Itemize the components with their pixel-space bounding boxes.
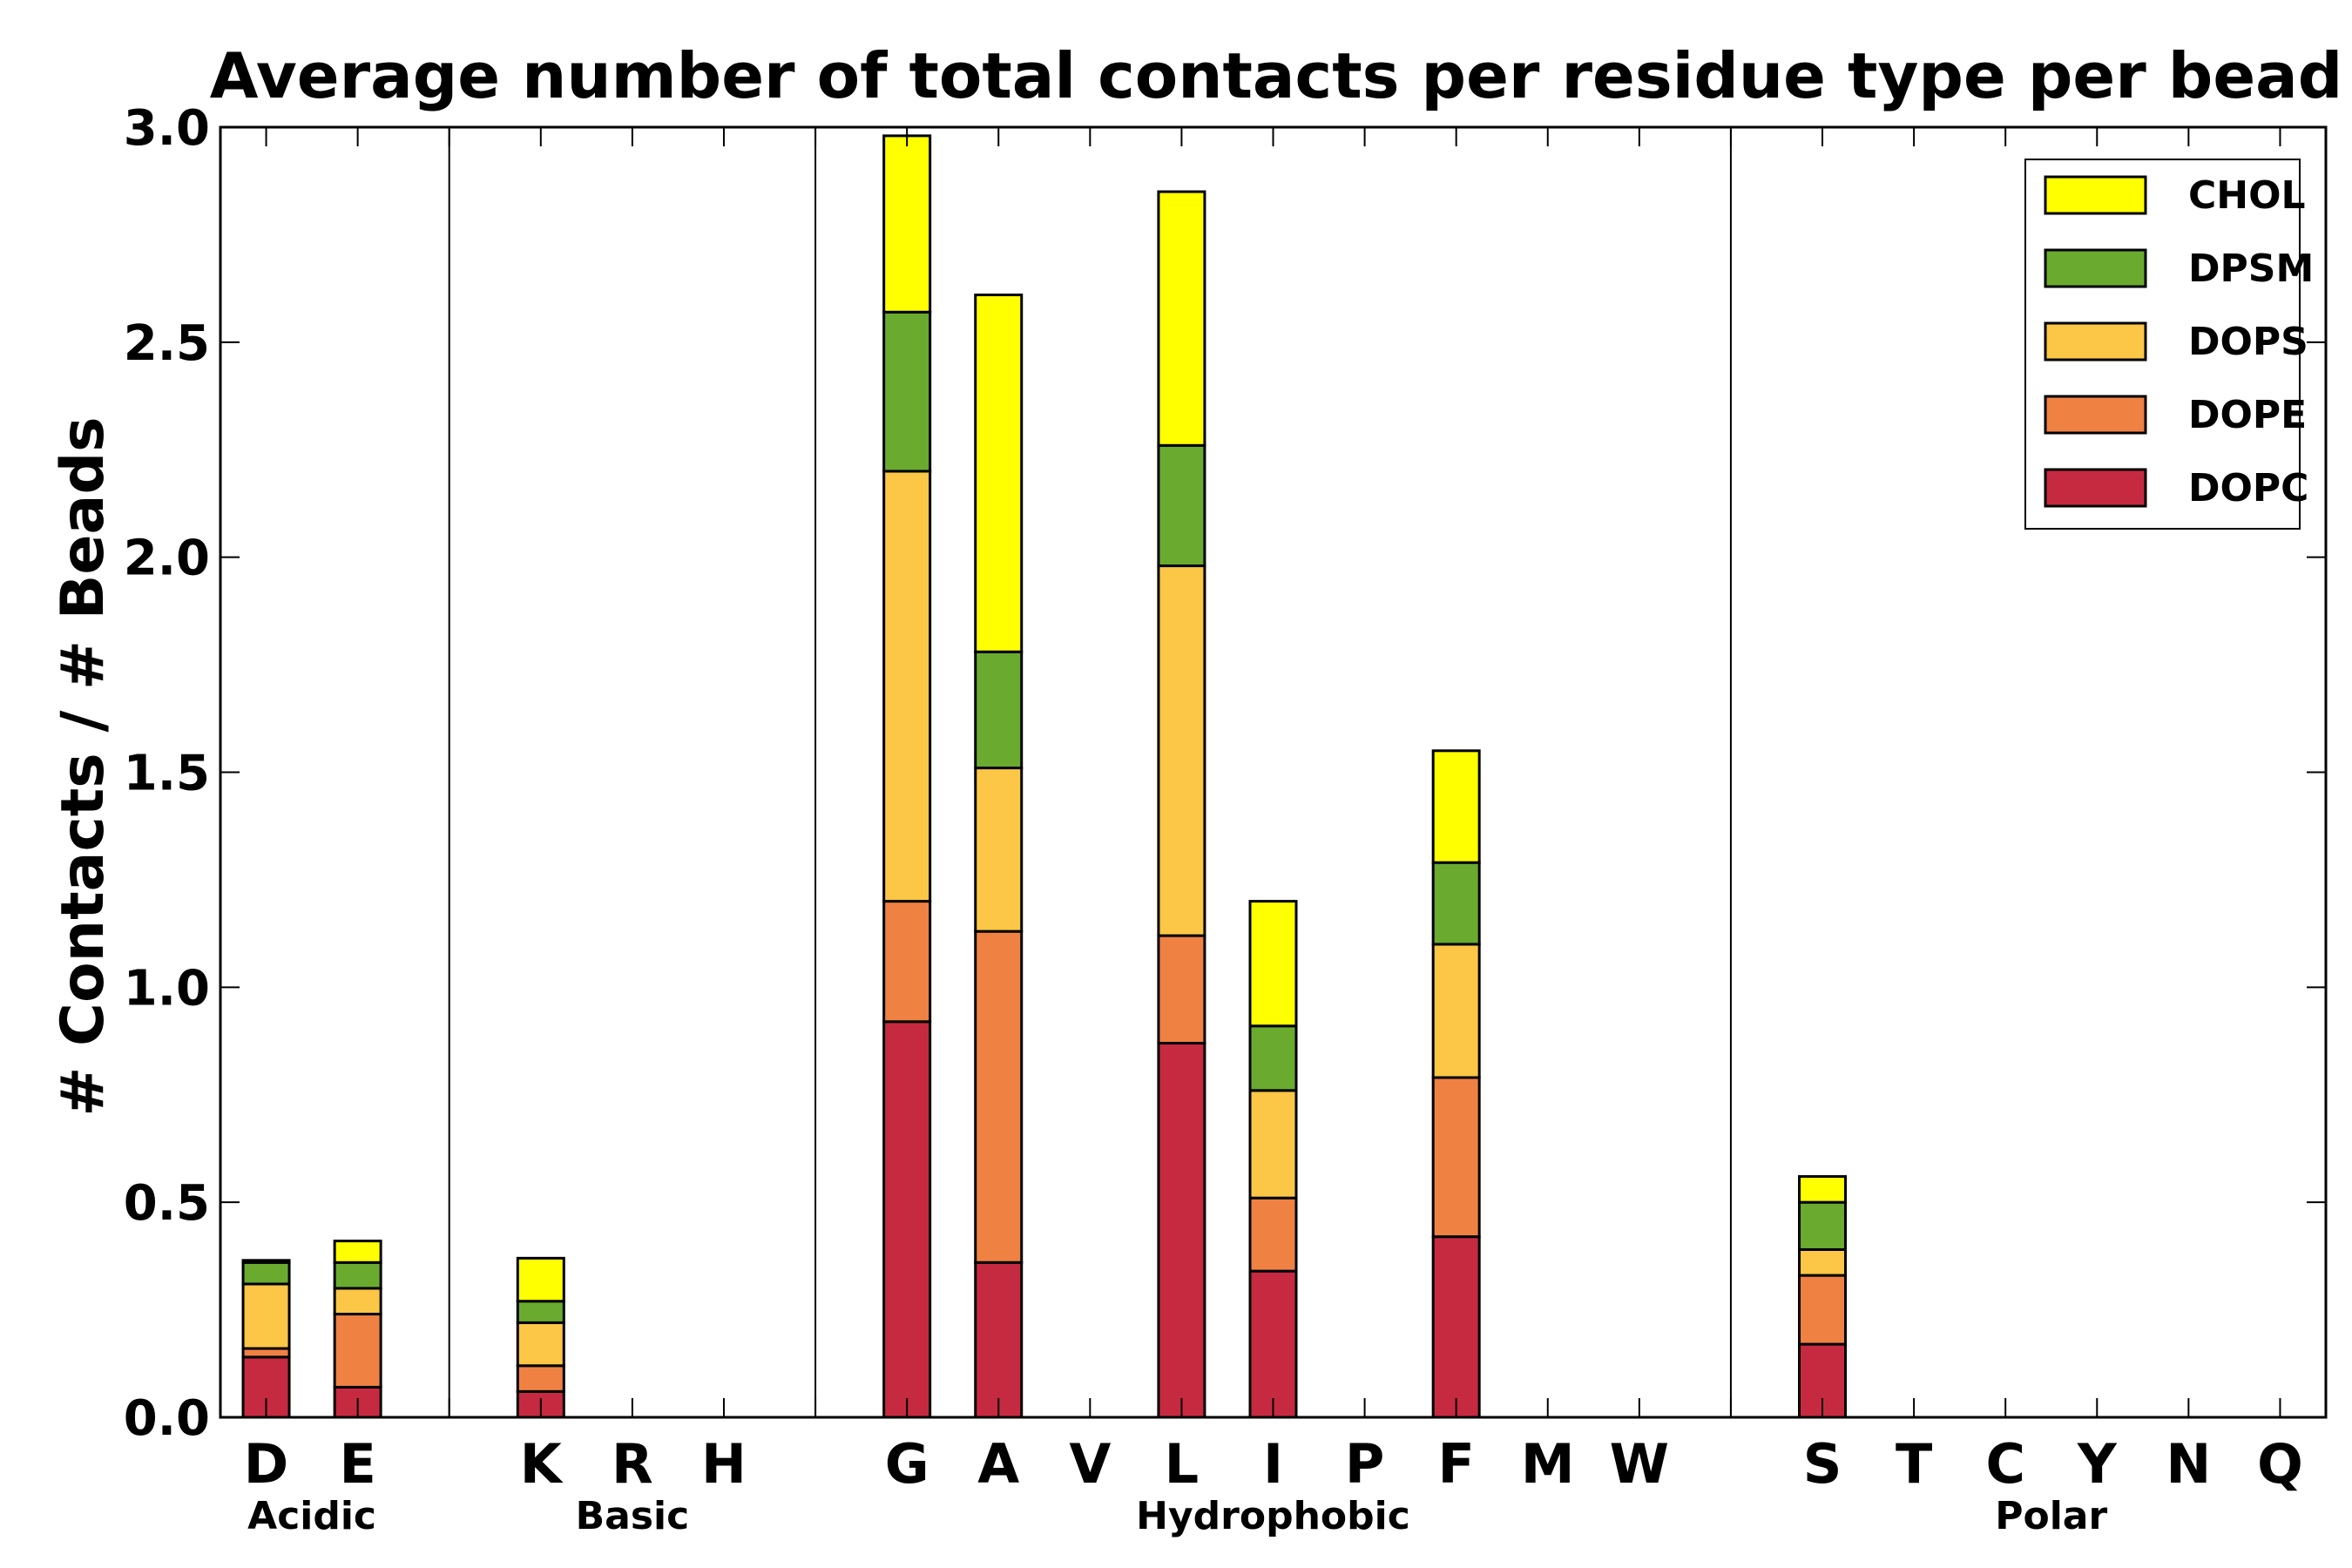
bars bbox=[241, 134, 1848, 1419]
x-tick-label-n: N bbox=[2166, 1432, 2211, 1496]
bar-f-dops bbox=[1431, 943, 1481, 1079]
bar-i-dopc bbox=[1248, 1269, 1298, 1419]
bar-k-chol bbox=[516, 1256, 565, 1303]
x-tick-label-t: T bbox=[1896, 1432, 1932, 1496]
bar-f-chol bbox=[1431, 749, 1481, 864]
bar-f-dopc bbox=[1431, 1235, 1481, 1419]
legend-swatch-dops bbox=[2044, 321, 2147, 362]
bar-s-chol bbox=[1798, 1175, 1848, 1204]
y-axis-label: # Contacts / # Beads bbox=[49, 416, 118, 1116]
bar-g-chol bbox=[882, 134, 932, 314]
legend-swatch-dope bbox=[2044, 395, 2147, 435]
legend-label-dpsm: DPSM bbox=[2188, 247, 2314, 291]
bar-g-dops bbox=[882, 470, 932, 903]
bar-l-dope bbox=[1157, 934, 1206, 1045]
bar-a-dops bbox=[974, 767, 1024, 933]
bar-k-dops bbox=[516, 1321, 565, 1368]
x-tick-label-e: E bbox=[339, 1432, 375, 1496]
x-tick-label-k: K bbox=[520, 1432, 564, 1496]
group-separators bbox=[448, 127, 1732, 1417]
bar-k-dpsm bbox=[516, 1300, 565, 1324]
bar-g-dpsm bbox=[882, 310, 932, 473]
bar-k-dope bbox=[516, 1364, 565, 1393]
bar-e-dpsm bbox=[333, 1260, 382, 1290]
legend-swatch-dopc bbox=[2044, 468, 2147, 508]
bar-a-chol bbox=[974, 294, 1024, 653]
bar-a-dope bbox=[974, 929, 1024, 1264]
bar-s-dope bbox=[1798, 1274, 1848, 1346]
bar-g-dopc bbox=[882, 1020, 932, 1419]
x-tick-label-c: C bbox=[1985, 1432, 2025, 1496]
x-tick-label-s: S bbox=[1803, 1432, 1842, 1496]
y-tick-label: 2.5 bbox=[124, 315, 210, 372]
group-label-basic: Basic bbox=[576, 1494, 690, 1538]
legend-label-dops: DOPS bbox=[2188, 320, 2308, 364]
y-tick-label: 1.0 bbox=[124, 960, 210, 1017]
bar-l-dpsm bbox=[1157, 443, 1206, 568]
x-tick-label-r: R bbox=[612, 1432, 653, 1496]
bar-a-dopc bbox=[974, 1260, 1024, 1419]
group-label-polar: Polar bbox=[1995, 1494, 2107, 1538]
bar-e-chol bbox=[333, 1240, 382, 1264]
legend: CHOL DPSM DOPS DOPE DOPC bbox=[2024, 159, 2314, 530]
bar-e-dope bbox=[333, 1313, 382, 1389]
legend-label-chol: CHOL bbox=[2188, 173, 2306, 218]
bar-d-chol bbox=[241, 1259, 291, 1264]
bar-e-dops bbox=[333, 1287, 382, 1316]
x-tick-label-l: L bbox=[1165, 1432, 1200, 1496]
y-tick-label: 0.5 bbox=[124, 1175, 210, 1232]
bar-f-dpsm bbox=[1431, 861, 1481, 946]
axes: 0.0 0.5 1.0 1.5 2.0 2.5 3.0 bbox=[124, 100, 2328, 1447]
group-labels: Acidic Basic Hydrophobic Polar bbox=[247, 1494, 2107, 1538]
bar-a-dpsm bbox=[974, 650, 1024, 770]
y-tick-label: 0.0 bbox=[124, 1390, 210, 1447]
group-label-acidic: Acidic bbox=[247, 1494, 376, 1538]
bar-i-dope bbox=[1248, 1196, 1298, 1273]
legend-swatch-chol bbox=[2044, 175, 2147, 215]
bar-s-dpsm bbox=[1798, 1200, 1848, 1251]
x-tick-label-p: P bbox=[1345, 1432, 1384, 1496]
bar-i-chol bbox=[1248, 900, 1298, 1028]
bar-g-dope bbox=[882, 900, 932, 1024]
bar-s-dops bbox=[1798, 1247, 1848, 1277]
x-tick-label-f: F bbox=[1437, 1432, 1474, 1496]
y-tick-label: 2.0 bbox=[124, 531, 210, 587]
legend-label-dopc: DOPC bbox=[2188, 466, 2308, 510]
bar-i-dpsm bbox=[1248, 1024, 1298, 1092]
x-tick-label-i: I bbox=[1263, 1432, 1283, 1496]
y-tick-label: 1.5 bbox=[124, 746, 210, 802]
bar-i-dops bbox=[1248, 1089, 1298, 1200]
x-tick-label-a: A bbox=[977, 1432, 1019, 1496]
bar-f-dope bbox=[1431, 1076, 1481, 1239]
legend-swatch-dpsm bbox=[2044, 248, 2147, 288]
x-tick-label-m: M bbox=[1521, 1432, 1575, 1496]
group-label-hydrophobic: Hydrophobic bbox=[1136, 1494, 1410, 1538]
bar-d-dops bbox=[241, 1282, 291, 1350]
bar-l-dops bbox=[1157, 564, 1206, 937]
bar-l-chol bbox=[1157, 190, 1206, 447]
legend-label-dope: DOPE bbox=[2188, 393, 2307, 437]
x-tick-label-g: G bbox=[885, 1432, 929, 1496]
x-tick-label-y: Y bbox=[2077, 1432, 2118, 1496]
chart-title: Average number of total contacts per res… bbox=[210, 39, 2343, 112]
x-tick-label-h: H bbox=[701, 1432, 747, 1496]
bar-d-dpsm bbox=[241, 1260, 291, 1286]
x-tick-label-q: Q bbox=[2257, 1432, 2303, 1496]
y-tick-label: 3.0 bbox=[124, 100, 210, 157]
x-tick-label-d: D bbox=[244, 1432, 288, 1496]
bar-l-dopc bbox=[1157, 1042, 1206, 1419]
x-tick-label-w: W bbox=[1610, 1432, 1669, 1496]
x-tick-label-v: V bbox=[1069, 1432, 1111, 1496]
